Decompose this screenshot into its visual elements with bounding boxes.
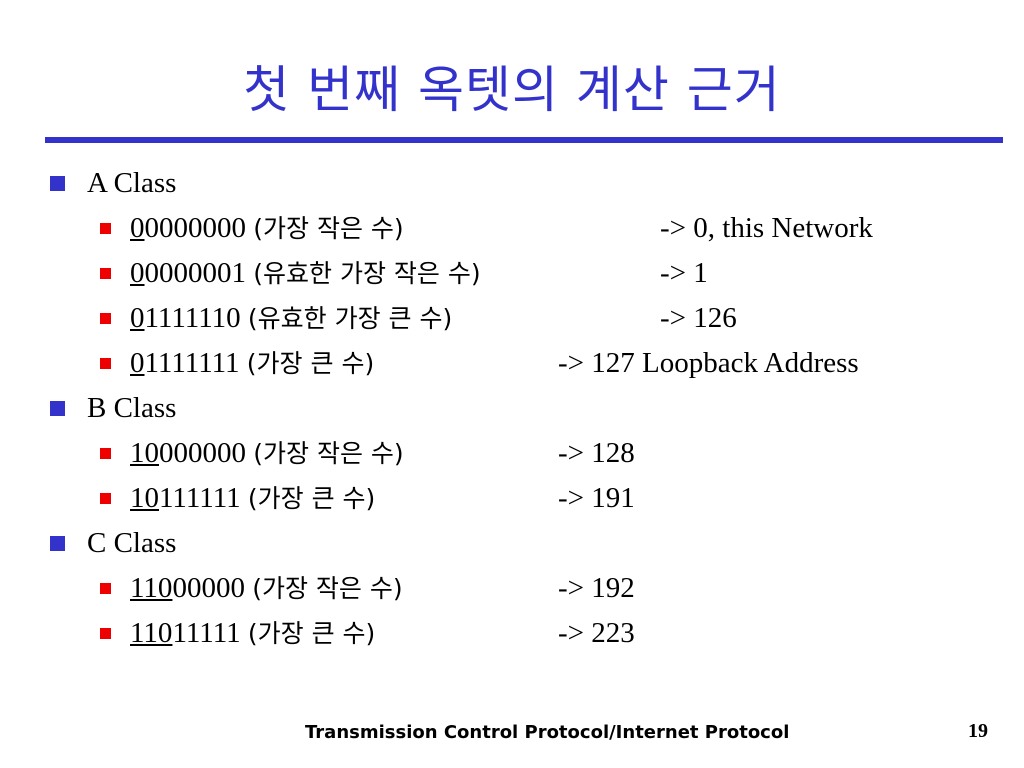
host-bits: 111111 <box>159 482 241 514</box>
description: (유효한 가장 큰 수) <box>247 304 453 333</box>
host-bits: 1111110 <box>144 302 241 334</box>
result: -> 191 <box>558 482 635 514</box>
host-bits: 0000001 <box>144 257 247 289</box>
list-item: 00000001 (유효한 가장 작은 수) -> 1 <box>100 253 1000 293</box>
bullet-square-icon <box>100 223 111 234</box>
bullet-square-icon <box>100 448 111 459</box>
list-item: 01111110 (유효한 가장 큰 수) -> 126 <box>100 298 1000 338</box>
network-bits: 110 <box>130 572 173 604</box>
list-item: 01111111 (가장 큰 수) -> 127 Loopback Addres… <box>100 343 1000 383</box>
bullet-square-icon <box>100 313 111 324</box>
network-bits: 0 <box>130 302 145 334</box>
result: -> 128 <box>558 437 635 469</box>
network-bits: 0 <box>130 212 145 244</box>
description: (가장 큰 수) <box>246 349 375 378</box>
network-bits: 10 <box>130 482 159 514</box>
description: (가장 큰 수) <box>247 619 376 648</box>
result: -> 1 <box>660 257 708 289</box>
host-bits: 000000 <box>159 437 246 469</box>
bullet-square-icon <box>50 401 65 416</box>
page-number: 19 <box>968 720 988 742</box>
network-bits: 0 <box>130 347 145 379</box>
title-divider <box>45 137 1003 143</box>
description: (가장 작은 수) <box>252 574 403 603</box>
network-bits: 110 <box>130 617 173 649</box>
list-item: 10000000 (가장 작은 수) -> 128 <box>100 433 1000 473</box>
network-bits: 10 <box>130 437 159 469</box>
description: (가장 작은 수) <box>253 214 404 243</box>
bullet-square-icon <box>100 358 111 369</box>
bullet-square-icon <box>100 583 111 594</box>
bullet-square-icon <box>100 628 111 639</box>
section-label: B Class <box>87 392 177 424</box>
result: -> 126 <box>660 302 737 334</box>
list-item: 11000000 (가장 작은 수) -> 192 <box>100 568 1000 608</box>
network-bits: 0 <box>130 257 145 289</box>
list-item: 10111111 (가장 큰 수) -> 191 <box>100 478 1000 518</box>
host-bits: 1111111 <box>144 347 240 379</box>
description: (가장 작은 수) <box>253 439 404 468</box>
list-item: 00000000 (가장 작은 수) -> 0, this Network <box>100 208 1000 248</box>
slide-title: 첫 번째 옥텟의 계산 근거 <box>243 61 781 119</box>
description: (유효한 가장 작은 수) <box>253 259 481 288</box>
footer-text: Transmission Control Protocol/Internet P… <box>305 722 790 743</box>
host-bits: 0000000 <box>144 212 247 244</box>
list-item: 11011111 (가장 큰 수) -> 223 <box>100 613 1000 653</box>
result: -> 223 <box>558 617 635 649</box>
bullet-square-icon <box>100 268 111 279</box>
bullet-square-icon <box>100 493 111 504</box>
bullet-square-icon <box>50 176 65 191</box>
result: -> 127 Loopback Address <box>558 347 859 379</box>
result: -> 0, this Network <box>660 212 873 244</box>
section-label: C Class <box>87 527 177 559</box>
result: -> 192 <box>558 572 635 604</box>
bullet-square-icon <box>50 536 65 551</box>
host-bits: 11111 <box>172 617 241 649</box>
section-label: A Class <box>87 167 177 199</box>
host-bits: 00000 <box>172 572 245 604</box>
description: (가장 큰 수) <box>247 484 376 513</box>
